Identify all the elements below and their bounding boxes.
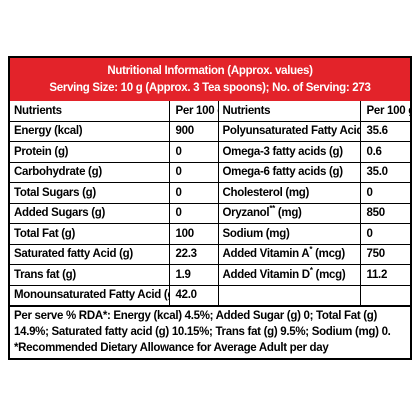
nutrient-cell: Oryzanol** (mg)	[217, 202, 361, 224]
nutrient-cell: Carbohydrate (g)	[10, 161, 170, 183]
nutrient-cell: Saturated fatty Acid (g)	[10, 243, 170, 265]
empty-cell	[217, 284, 361, 306]
table-row: Carbohydrate (g) 0 Omega-6 fatty acids (g)…	[10, 161, 410, 183]
value-cell: 35.0	[359, 161, 410, 183]
column-header: Nutrients	[217, 101, 361, 122]
table-row: Trans fat (g) 1.9 Added Vitamin D* (mcg) 11…	[10, 264, 410, 286]
table-row: Total Sugars (g) 0 Cholesterol (mg) 0	[10, 182, 410, 204]
rda-text: Per serve % RDA*: Energy (kcal) 4.5%; Ad…	[14, 310, 391, 338]
column-header: Per 100 g	[359, 101, 410, 122]
value-cell: 750	[359, 243, 410, 265]
value-cell: 850	[359, 202, 410, 224]
table-row: Total Fat (g) 100 Sodium (mg) 0	[10, 223, 410, 245]
column-header: Per 100 g	[168, 101, 219, 122]
nutrient-cell: Omega-6 fatty acids (g)	[217, 161, 361, 183]
value-cell: 0	[168, 161, 219, 183]
value-cell: 100	[168, 223, 219, 245]
header: Nutritional Information (Approx. values)…	[10, 58, 410, 101]
nutrient-cell: Protein (g)	[10, 141, 170, 163]
nutrient-cell: Cholesterol (mg)	[217, 182, 361, 204]
value-cell: 0.6	[359, 141, 410, 163]
serving-info: Serving Size: 10 g (Approx. 3 Tea spoons…	[49, 82, 371, 94]
footnote: *Recommended Dietary Allowance for Avera…	[14, 342, 329, 354]
nutrient-cell: Omega-3 fatty acids (g)	[217, 141, 361, 163]
table-row: Added Sugars (g) 0 Oryzanol** (mg) 850	[10, 202, 410, 224]
superscript: **	[269, 204, 275, 214]
value-cell: 0	[359, 223, 410, 245]
column-header: Nutrients	[10, 101, 170, 122]
nutrient-cell: Trans fat (g)	[10, 264, 170, 286]
nutrient-cell: Added Vitamin D* (mcg)	[217, 264, 361, 286]
nutrient-cell: Sodium (mg)	[217, 223, 361, 245]
nutrient-cell: Polyunsaturated Fatty Acid (g)	[217, 120, 361, 142]
value-cell: 900	[168, 120, 219, 142]
value-cell: 35.6	[359, 120, 410, 142]
title: Nutritional Information (Approx. values)	[107, 65, 313, 77]
value-cell: 0	[359, 182, 410, 204]
nutrient-cell: Added Sugars (g)	[10, 202, 170, 224]
nutrient-cell: Energy (kcal)	[10, 120, 170, 142]
nutrient-cell: Total Fat (g)	[10, 223, 170, 245]
table-row: Monounsaturated Fatty Acid (g) 42.0	[10, 284, 410, 306]
nutrient-name: Added Vitamin A	[222, 248, 310, 261]
nutrient-name: Oryzanol	[222, 207, 270, 220]
unit: (mg)	[277, 207, 302, 220]
table-row: Energy (kcal) 900 Polyunsaturated Fatty Ac…	[10, 120, 410, 142]
value-cell: 11.2	[359, 264, 410, 286]
value-cell: 1.9	[168, 264, 219, 286]
nutrient-cell: Monounsaturated Fatty Acid (g)	[10, 284, 170, 306]
nutrient-cell: Added Vitamin A* (mcg)	[217, 243, 361, 265]
superscript: *	[309, 265, 313, 275]
table-row: Saturated fatty Acid (g) 22.3 Added Vitami…	[10, 243, 410, 265]
value-cell: 0	[168, 202, 219, 224]
empty-cell	[359, 284, 410, 306]
value-cell: 42.0	[168, 284, 219, 306]
nutrient-name: Added Vitamin D	[222, 268, 311, 281]
nutrition-label: Nutritional Information (Approx. values)…	[8, 56, 412, 360]
table-row: Protein (g) 0 Omega-3 fatty acids (g) 0.6	[10, 141, 410, 163]
unit: (mcg)	[315, 248, 345, 261]
value-cell: 0	[168, 182, 219, 204]
nutrient-cell: Total Sugars (g)	[10, 182, 170, 204]
value-cell: 0	[168, 141, 219, 163]
footer: Per serve % RDA*: Energy (kcal) 4.5%; Ad…	[10, 306, 410, 358]
unit: (mcg)	[315, 268, 346, 281]
superscript: *	[309, 245, 313, 255]
value-cell: 22.3	[168, 243, 219, 265]
